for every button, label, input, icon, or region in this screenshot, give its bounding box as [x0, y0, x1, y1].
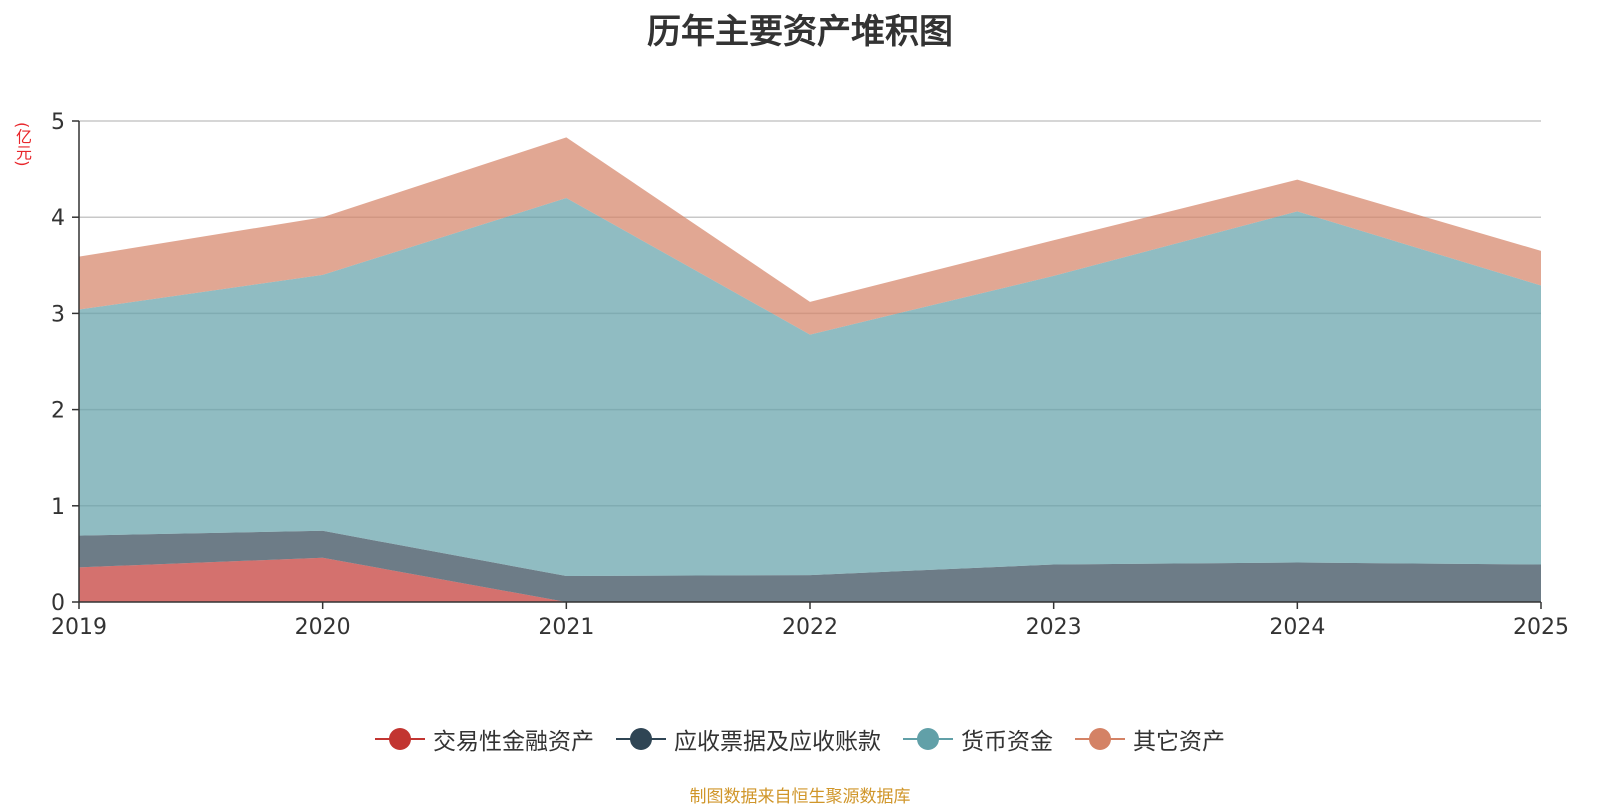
legend-swatch-icon	[616, 728, 666, 750]
area-series-0	[79, 557, 1541, 602]
axes: 0 1 2 3 4 5 2019 2020 2021 2022 2023 2024 2025	[51, 110, 1569, 640]
source-note: 制图数据来自恒生聚源数据库	[689, 787, 911, 807]
chart-title: 历年主要资产堆积图	[647, 12, 953, 52]
legend-item[interactable]: 应收票据及应收账款	[616, 722, 881, 756]
y-axis-unit-label: (亿元)	[13, 122, 32, 167]
y-tick-label: 1	[51, 495, 65, 520]
y-tick-label: 4	[51, 206, 65, 231]
area-series-1	[79, 530, 1541, 602]
x-tick-label: 2023	[1026, 615, 1082, 640]
legend-label: 其它资产	[1133, 729, 1225, 755]
legend-item[interactable]: 其它资产	[1075, 722, 1225, 756]
y-tick-label: 2	[51, 399, 65, 424]
legend-swatch-icon	[375, 728, 425, 750]
x-tick-label: 2019	[51, 615, 107, 640]
legend: 交易性金融资产 应收票据及应收账款 货币资金 其它资产	[0, 722, 1600, 756]
legend-label: 货币资金	[961, 729, 1053, 755]
area-series-3	[79, 137, 1541, 335]
x-tick-label: 2022	[782, 615, 838, 640]
legend-swatch-icon	[1075, 728, 1125, 750]
y-tick-label: 0	[51, 591, 65, 616]
x-tick-label: 2020	[295, 615, 351, 640]
legend-label: 应收票据及应收账款	[674, 729, 881, 755]
legend-item[interactable]: 交易性金融资产	[375, 722, 594, 756]
y-tick-label: 5	[51, 110, 65, 135]
y-tick-label: 3	[51, 302, 65, 327]
x-tick-label: 2025	[1513, 615, 1569, 640]
legend-swatch-icon	[903, 728, 953, 750]
area-series-2	[79, 197, 1541, 577]
legend-item[interactable]: 货币资金	[903, 722, 1053, 756]
x-tick-label: 2021	[538, 615, 594, 640]
area-series	[79, 137, 1541, 602]
x-tick-label: 2024	[1269, 615, 1325, 640]
legend-label: 交易性金融资产	[433, 729, 594, 755]
